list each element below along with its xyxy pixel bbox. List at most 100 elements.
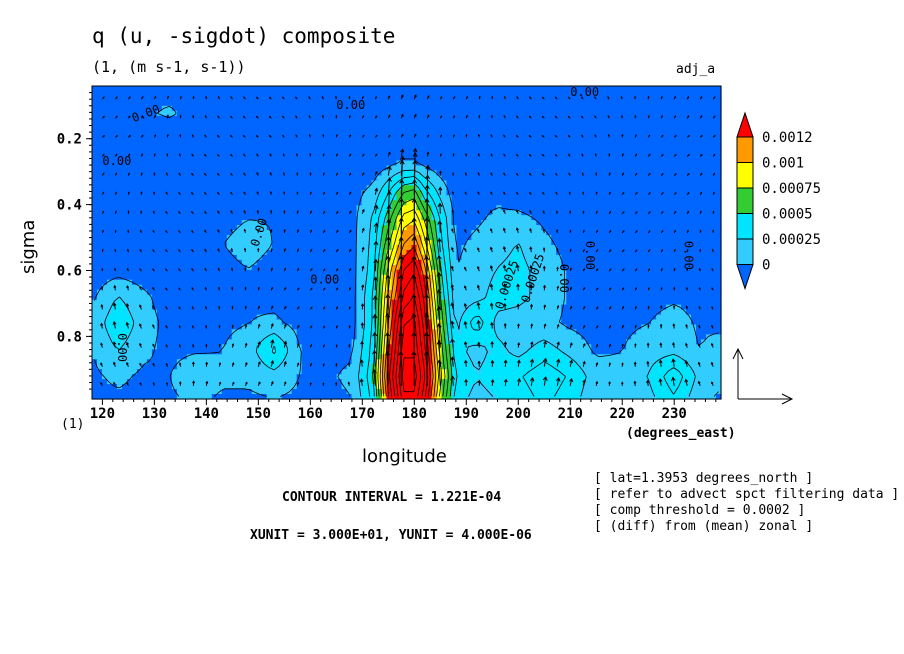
contour-cell [431,165,438,172]
contour-cell [221,86,228,92]
contour-cell [316,86,323,92]
contour-cell [181,195,188,201]
contour-cell [526,254,532,261]
contour-cell [251,180,258,186]
contour-cell [451,160,458,167]
contour-cell [381,254,388,261]
contour-cell [606,274,612,281]
contour-cell [216,145,223,152]
contour-cell [226,269,233,276]
contour-cell [296,195,303,201]
contour-cell [501,165,507,172]
contour-cell [491,274,497,281]
contour-cell [236,100,243,107]
contour-cell [676,165,682,172]
contour-cell [211,205,218,211]
contour-cell [671,185,677,191]
contour-cell [296,100,303,107]
contour-cell [281,264,288,271]
contour-cell [266,90,273,97]
contour-cell [241,210,248,216]
contour-cell [536,269,542,276]
contour-cell [591,110,597,117]
contour-cell [386,140,393,147]
contour-cell [601,160,607,167]
contour-cell [206,200,213,206]
contour-cell [621,170,627,177]
contour-cell [301,95,308,102]
contour-cell [676,90,682,97]
contour-cell [556,274,562,281]
contour-cell [471,100,477,107]
contour-cell [371,155,378,162]
contour-cell [201,110,208,117]
contour-cell [396,230,403,236]
contour-cell [656,125,662,132]
contour-cell [456,259,463,266]
contour-cell [321,210,328,216]
contour-cell [191,100,198,107]
contour-cell [481,235,487,241]
contour-cell [496,140,502,147]
contour-cell [486,190,492,196]
contour-cell [471,135,477,142]
contour-cell [181,220,188,226]
contour-cell [421,210,428,216]
contour-cell [326,205,333,211]
contour-cell [201,235,208,241]
contour-cell [311,185,318,191]
contour-cell [266,185,273,191]
contour-cell [351,100,358,107]
contour-cell [441,279,448,286]
contour-cell [151,259,158,266]
contour-cell [661,210,667,216]
contour-cell [356,220,363,226]
contour-cell [346,180,353,186]
contour-cell [571,150,577,157]
contour-cell [456,190,463,196]
contour-cell [486,150,492,157]
contour-cell [496,249,502,256]
contour-cell [106,259,113,266]
contour-cell [316,264,323,271]
contour-cell [636,125,642,132]
contour-cell [371,110,378,117]
contour-cell [696,249,702,256]
contour-cell [481,185,487,191]
contour-cell [141,180,148,186]
contour-cell [181,269,188,276]
contour-cell [331,264,338,271]
contour-cell [171,279,178,286]
contour-cell [301,185,308,191]
contour-cell [351,210,358,216]
contour-cell [336,244,343,251]
contour-cell [526,105,532,112]
contour-cell [656,230,662,236]
contour-cell [546,240,552,246]
contour-cell [626,120,632,127]
contour-cell [346,264,353,271]
contour-cell [611,170,617,177]
contour-cell [481,205,487,211]
contour-cell [146,100,153,107]
contour-cell [186,220,193,226]
contour-cell [716,264,722,271]
contour-cell [506,230,512,236]
contour-cell [361,170,368,177]
contour-cell [136,90,143,97]
contour-cell [531,100,537,107]
contour-cell [366,105,373,112]
contour-cell [541,220,547,226]
contour-cell [456,115,463,122]
contour-cell [616,150,622,157]
contour-cell [586,155,592,162]
contour-cell [206,259,213,266]
contour-cell [466,240,472,246]
contour-cell [121,254,128,261]
contour-cell [411,100,418,107]
contour-cell [306,185,313,191]
contour-cell [496,225,502,231]
contour-cell [211,200,218,206]
contour-cell [426,190,433,196]
contour-cell [541,105,547,112]
